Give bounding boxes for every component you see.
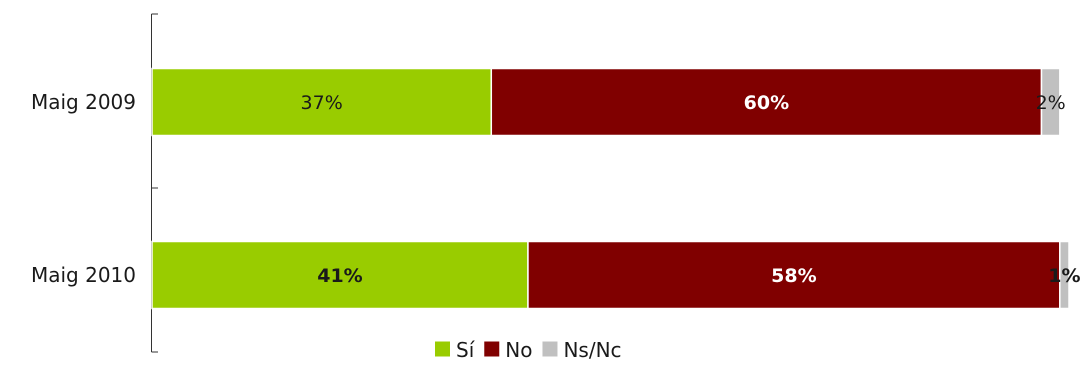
bar-no bbox=[490, 67, 1043, 137]
category-label: Maig 2009 bbox=[31, 90, 136, 114]
data-label-no: 60% bbox=[744, 92, 789, 114]
data-label-si: 37% bbox=[301, 92, 343, 114]
category-label: Maig 2010 bbox=[31, 263, 136, 287]
bar-si bbox=[151, 240, 529, 310]
category-labels-layer: Maig 2009 Maig 2010 bbox=[31, 90, 136, 287]
data-labels-layer: 37% 60% 2% 41% 58% 1% bbox=[301, 92, 1081, 287]
data-label-si: 41% bbox=[317, 265, 362, 287]
bar-ns-nc bbox=[1040, 67, 1061, 137]
legend-swatch-ns-nc bbox=[542, 341, 558, 357]
bar-si bbox=[151, 67, 493, 137]
data-label-no: 58% bbox=[771, 265, 816, 287]
legend: Sí No Ns/Nc bbox=[435, 338, 622, 362]
bar-ns-nc bbox=[1059, 240, 1070, 310]
legend-swatch-no bbox=[484, 341, 500, 357]
legend-label-ns-nc: Ns/Nc bbox=[563, 338, 621, 362]
legend-swatch-si bbox=[435, 341, 450, 357]
bars-layer bbox=[151, 67, 1070, 310]
legend-label-si: Sí bbox=[456, 338, 476, 362]
bar-no bbox=[527, 240, 1061, 310]
data-label-ns-nc: 2% bbox=[1036, 92, 1066, 114]
legend-label-no: No bbox=[505, 338, 532, 362]
data-label-ns-nc: 1% bbox=[1048, 265, 1080, 287]
